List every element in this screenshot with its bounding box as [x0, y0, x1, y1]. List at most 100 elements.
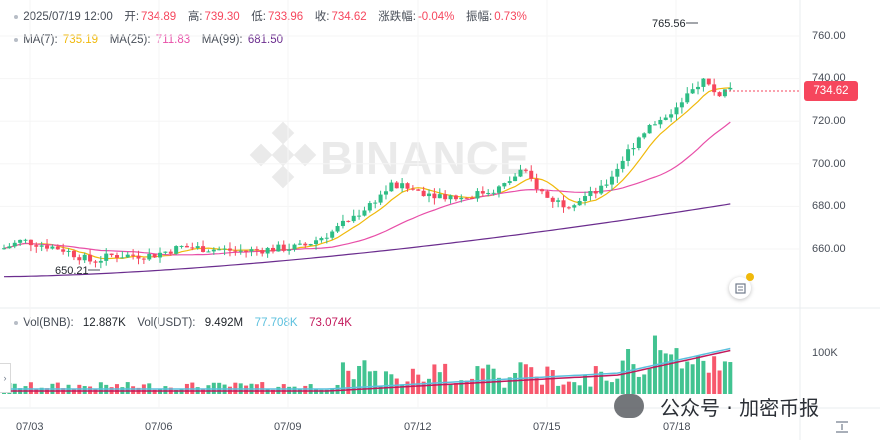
candle-body	[427, 193, 432, 197]
candle-body	[529, 170, 534, 179]
candle-body	[394, 182, 399, 189]
amplitude-label: 振幅:	[466, 11, 493, 23]
ma25-value: 711.83	[155, 34, 191, 46]
volume-bar	[577, 385, 582, 394]
volume-bar	[674, 348, 679, 394]
vol-usdt-label: Vol(USDT):	[137, 317, 196, 329]
toggle-dot-icon[interactable]	[14, 320, 18, 325]
volume-bar	[550, 370, 555, 394]
volume-bar	[475, 366, 480, 394]
low-value: 733.96	[268, 11, 304, 23]
candle-body	[448, 195, 453, 200]
candle-body	[421, 190, 426, 197]
volume-bar	[712, 356, 717, 394]
candle-body	[152, 254, 157, 258]
candle-body	[378, 194, 383, 203]
candle-body	[71, 250, 76, 258]
candle-body	[491, 192, 496, 194]
candle-body	[179, 245, 184, 247]
candle-body	[141, 258, 146, 260]
ma99-label: MA(99):	[201, 34, 243, 46]
notification-dot	[746, 273, 754, 281]
candle-body	[647, 124, 652, 134]
volume-bar	[529, 367, 534, 394]
candle-body	[163, 251, 168, 253]
volume-bar	[696, 355, 701, 394]
volume-bar	[260, 382, 265, 394]
toggle-dot-icon[interactable]	[14, 14, 18, 19]
candle-body	[324, 237, 329, 239]
candle-body	[728, 87, 733, 90]
candle-body	[120, 257, 125, 259]
candle-body	[357, 215, 362, 217]
candle-body	[201, 246, 206, 252]
candle-body	[39, 245, 44, 247]
candle-body	[362, 210, 367, 216]
candle-body	[534, 178, 539, 190]
candle-body	[367, 203, 372, 211]
ma-line	[3, 203, 731, 278]
vol-ma1-value: 77.708K	[254, 317, 298, 329]
candle-body	[486, 192, 491, 194]
volume-bar	[534, 376, 539, 394]
expand-panel-button[interactable]: ›	[0, 363, 11, 393]
toggle-dot-icon[interactable]	[14, 37, 18, 42]
volume-bar	[599, 371, 604, 394]
volume-bar	[620, 360, 625, 394]
close-label: 收:	[314, 11, 330, 23]
layers-button[interactable]	[729, 277, 751, 299]
candle-body	[561, 200, 566, 208]
volume-bar	[346, 370, 351, 394]
price-tick: 720.00	[812, 115, 846, 127]
candle-body	[61, 249, 66, 252]
volume-bar	[513, 372, 518, 394]
volume-bar	[636, 376, 641, 394]
change-value: -0.04%	[417, 11, 455, 23]
volume-bar	[496, 377, 501, 394]
volume-bar	[174, 389, 179, 394]
volume-bar	[561, 384, 566, 394]
candle-body	[265, 247, 270, 254]
volume-bar	[378, 385, 383, 394]
candle-body	[712, 84, 717, 93]
volume-bar	[615, 378, 620, 394]
price-axis: 760.00 740.00 720.00 700.00 680.00 660.0…	[812, 30, 846, 359]
candle-body	[706, 78, 711, 85]
candle-body	[222, 248, 227, 250]
candle-body	[696, 86, 701, 90]
candle-body	[545, 191, 550, 198]
volume-bar	[28, 382, 33, 394]
candle-body	[82, 254, 87, 261]
candle-body	[470, 197, 475, 199]
volume-bar	[163, 386, 168, 394]
candle-body	[540, 189, 544, 192]
volume-bar	[593, 366, 598, 394]
open-label: 开:	[124, 11, 140, 23]
candle-body	[658, 119, 663, 125]
volume-ma-line	[4, 349, 731, 392]
ma-line	[3, 121, 731, 256]
candle-body	[330, 231, 335, 238]
volume-bar	[545, 366, 550, 394]
volume-bar	[459, 380, 464, 394]
volume-bar	[340, 362, 345, 394]
candle-body	[233, 250, 238, 252]
volume-bar	[470, 378, 475, 394]
volume-bar	[464, 380, 469, 394]
candle-body	[669, 114, 674, 118]
candle-body	[583, 196, 588, 201]
candle-body	[626, 149, 631, 161]
candle-body	[45, 245, 50, 249]
ma7-label: MA(7):	[23, 34, 58, 46]
volume-bar	[540, 384, 544, 394]
footer-watermark: 公众号 · 加密币报	[660, 396, 820, 420]
candle-body	[254, 249, 259, 251]
volume-bar	[405, 381, 410, 394]
date-tick: 07/09	[274, 421, 302, 433]
axis-settings-icon[interactable]	[836, 421, 848, 433]
wechat-logo-icon	[614, 394, 644, 418]
ma25-label: MA(25):	[109, 34, 151, 46]
candle-body	[443, 194, 448, 200]
